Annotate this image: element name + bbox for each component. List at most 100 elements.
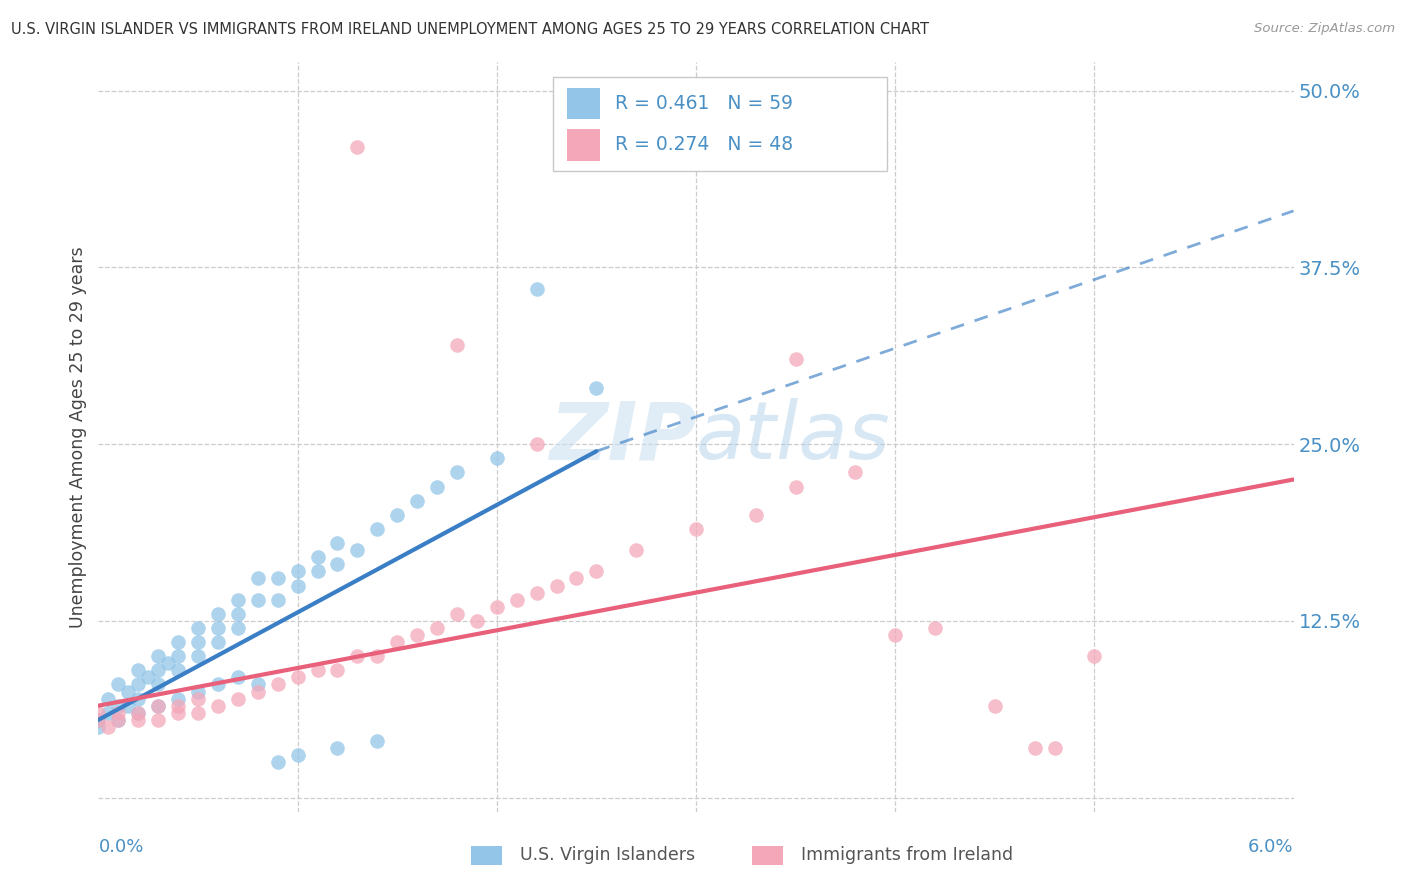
Text: U.S. Virgin Islanders: U.S. Virgin Islanders [520, 846, 696, 863]
Point [267, 756, 290, 770]
FancyBboxPatch shape [567, 88, 600, 120]
Point [136, 670, 159, 684]
Point [984, 698, 1007, 713]
FancyBboxPatch shape [567, 129, 600, 161]
Point [127, 664, 149, 678]
Point [307, 565, 329, 579]
Point [207, 635, 229, 649]
Point [446, 607, 468, 621]
Point [117, 698, 139, 713]
Text: atlas: atlas [696, 398, 891, 476]
Point [426, 621, 449, 635]
Point [148, 649, 170, 664]
Point [107, 677, 129, 691]
Text: R = 0.274   N = 48: R = 0.274 N = 48 [614, 136, 793, 154]
Point [87, 706, 110, 720]
Point [167, 691, 190, 706]
Point [366, 649, 388, 664]
Point [385, 635, 409, 649]
Point [346, 649, 368, 664]
Point [117, 684, 139, 698]
Point [97, 706, 120, 720]
Point [187, 691, 209, 706]
Point [148, 664, 170, 678]
Point [585, 381, 607, 395]
Point [187, 706, 209, 720]
Point [685, 522, 707, 536]
Point [267, 677, 290, 691]
Point [526, 282, 548, 296]
Point [366, 734, 388, 748]
Point [226, 670, 249, 684]
Point [785, 352, 807, 367]
Point [127, 691, 149, 706]
Point [167, 664, 190, 678]
Point [385, 508, 409, 522]
Point [406, 493, 429, 508]
Point [924, 621, 946, 635]
Point [226, 691, 249, 706]
Point [148, 677, 170, 691]
Point [446, 338, 468, 352]
Text: 0.0%: 0.0% [98, 838, 143, 856]
Y-axis label: Unemployment Among Ages 25 to 29 years: Unemployment Among Ages 25 to 29 years [69, 246, 87, 628]
Point [267, 571, 290, 585]
Point [446, 466, 468, 480]
Point [127, 706, 149, 720]
Point [97, 691, 120, 706]
Point [585, 565, 607, 579]
Point [226, 592, 249, 607]
Point [207, 607, 229, 621]
Point [426, 479, 449, 493]
Text: R = 0.461   N = 59: R = 0.461 N = 59 [614, 95, 793, 113]
Point [148, 698, 170, 713]
Point [287, 565, 309, 579]
Point [127, 706, 149, 720]
Point [148, 713, 170, 727]
Point [1043, 741, 1066, 756]
Point [87, 713, 110, 727]
Point [366, 522, 388, 536]
Point [485, 451, 508, 466]
Point [187, 635, 209, 649]
Point [167, 698, 190, 713]
Point [107, 713, 129, 727]
Point [506, 592, 529, 607]
Point [97, 720, 120, 734]
Point [465, 614, 488, 628]
Point [745, 508, 768, 522]
Point [127, 713, 149, 727]
Point [167, 649, 190, 664]
Point [207, 698, 229, 713]
Point [1024, 741, 1046, 756]
Point [87, 713, 110, 727]
Point [267, 592, 290, 607]
Point [167, 635, 190, 649]
Point [565, 571, 588, 585]
Point [287, 748, 309, 763]
Point [246, 684, 269, 698]
Point [187, 684, 209, 698]
Point [346, 543, 368, 558]
Point [167, 706, 190, 720]
Point [346, 140, 368, 154]
Point [246, 592, 269, 607]
Point [107, 698, 129, 713]
Point [207, 621, 229, 635]
Point [546, 578, 568, 592]
Text: Source: ZipAtlas.com: Source: ZipAtlas.com [1254, 22, 1395, 36]
Point [485, 599, 508, 614]
Point [1083, 649, 1105, 664]
Point [526, 437, 548, 451]
Point [326, 741, 349, 756]
Point [884, 628, 907, 642]
Point [187, 649, 209, 664]
Point [107, 713, 129, 727]
Point [226, 607, 249, 621]
Point [107, 706, 129, 720]
Point [127, 677, 149, 691]
Text: U.S. VIRGIN ISLANDER VS IMMIGRANTS FROM IRELAND UNEMPLOYMENT AMONG AGES 25 TO 29: U.S. VIRGIN ISLANDER VS IMMIGRANTS FROM … [11, 22, 929, 37]
Point [526, 585, 548, 599]
Point [626, 543, 648, 558]
FancyBboxPatch shape [553, 78, 887, 171]
